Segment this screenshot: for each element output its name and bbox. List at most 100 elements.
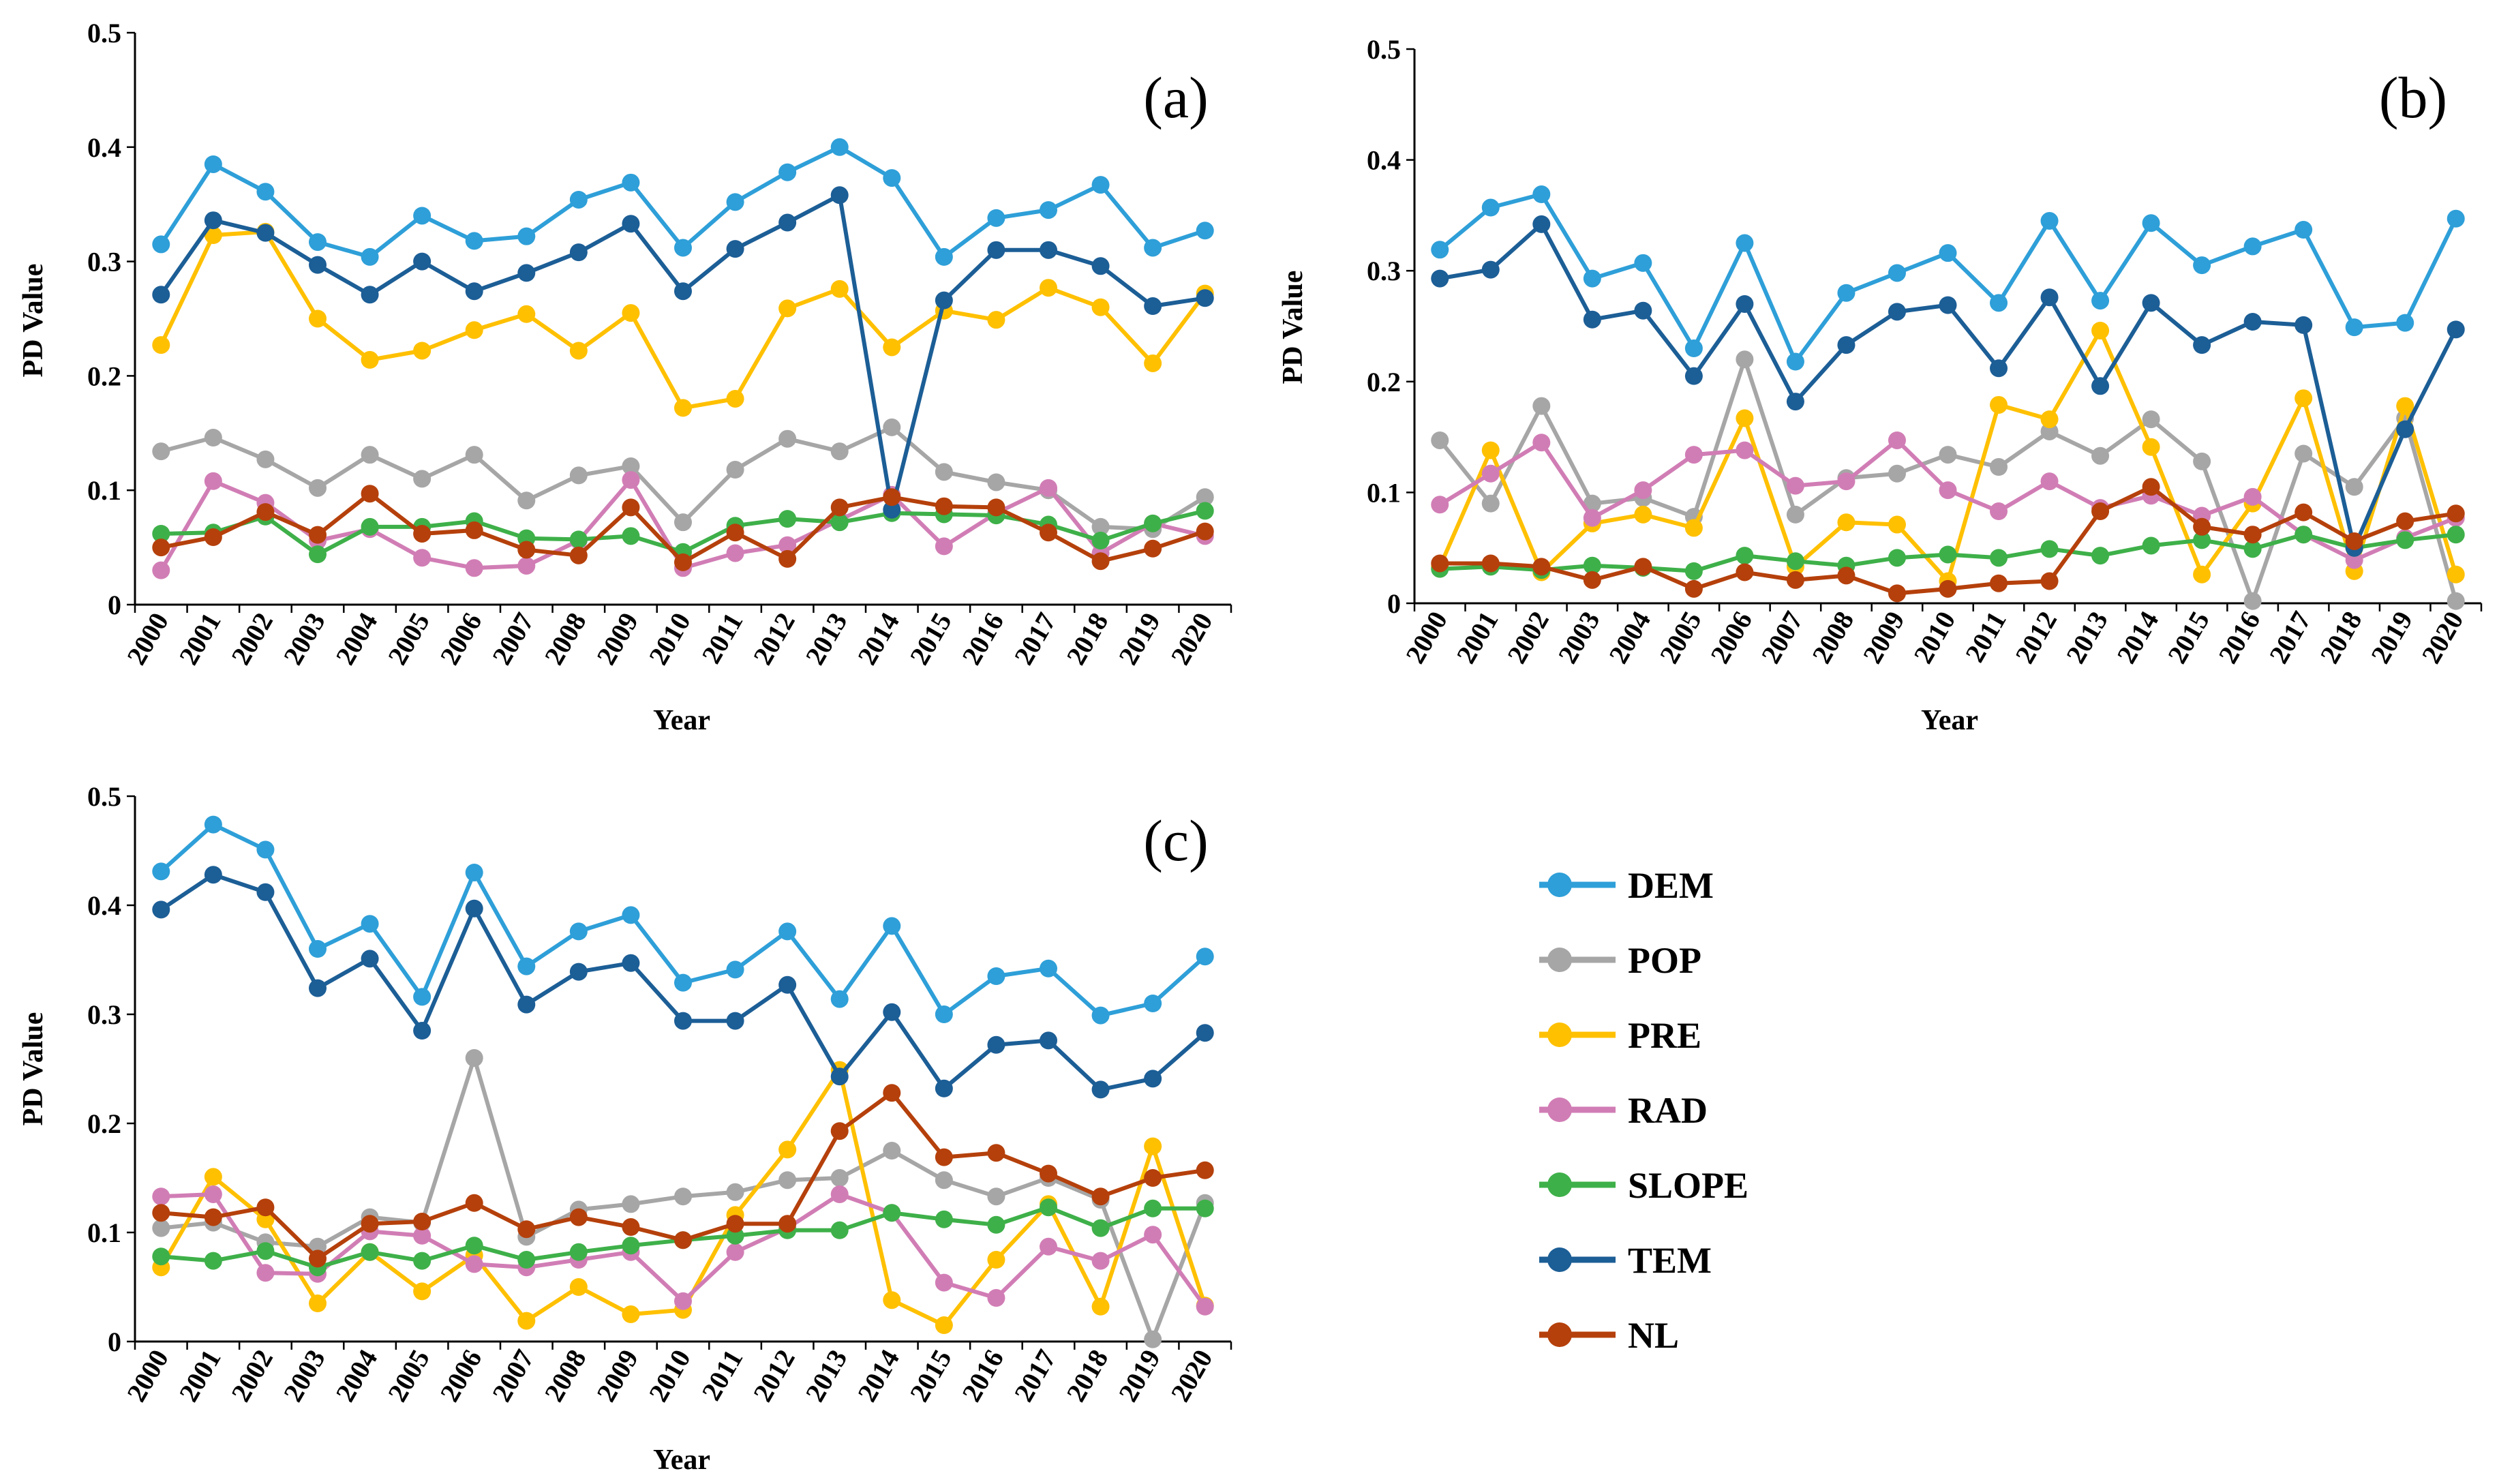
x-tick-label: 2015 <box>904 607 958 670</box>
y-tick-label: 0.5 <box>87 781 121 812</box>
data-point-rad <box>1091 1252 1110 1270</box>
data-point-dem <box>2345 318 2363 337</box>
data-point-nl <box>987 498 1005 517</box>
data-point-tem <box>1040 1031 1057 1050</box>
data-point-dem <box>830 990 849 1008</box>
legend-label-slope: SLOPE <box>1628 1165 1748 1206</box>
data-point-tem <box>726 240 744 258</box>
data-point-tem <box>413 1022 431 1040</box>
data-point-dem <box>1091 1006 1110 1025</box>
data-point-rad <box>152 561 170 579</box>
data-point-rad <box>517 556 536 575</box>
data-point-pop <box>1990 458 2008 476</box>
data-point-tem <box>1583 310 1601 329</box>
data-point-nl <box>726 524 744 542</box>
data-point-pre <box>2294 389 2313 408</box>
x-tick-label: 2018 <box>1060 1344 1114 1407</box>
panel-a-chart: 0 0.1 0.2 0.3 0.4 0.5 200020012002200320042005… <box>18 18 1232 736</box>
data-point-pre <box>883 1291 901 1309</box>
data-point-dem <box>1939 244 1957 262</box>
x-tick-label: 2019 <box>1112 607 1166 670</box>
data-point-dem <box>935 1005 953 1023</box>
data-point-rad <box>2243 487 2262 506</box>
data-point-slope <box>1583 556 1601 575</box>
data-point-slope <box>1091 1219 1110 1237</box>
data-point-pre <box>309 309 327 328</box>
y-tick-label: 0.1 <box>87 475 121 506</box>
x-tick-label: 2007 <box>1755 606 1809 669</box>
data-point-tem <box>1736 294 1754 313</box>
data-point-pop <box>883 418 901 436</box>
data-point-rad <box>830 1185 849 1203</box>
data-point-rad <box>778 536 797 554</box>
data-point-pop <box>1888 464 1906 483</box>
data-point-slope <box>987 1215 1005 1234</box>
data-point-rad <box>413 549 431 567</box>
data-point-dem <box>361 247 379 266</box>
data-point-slope <box>2142 536 2160 555</box>
x-tick-label: 2006 <box>434 607 488 670</box>
data-point-slope <box>361 517 379 536</box>
data-point-dem <box>778 922 797 941</box>
x-tick-label: 2014 <box>851 1344 905 1407</box>
y-tick-label: 0 <box>108 590 121 620</box>
data-point-tem <box>830 186 849 205</box>
data-point-dem <box>2294 221 2313 239</box>
x-tick-label: 2011 <box>695 607 748 669</box>
data-point-rad <box>2345 551 2363 569</box>
data-point-nl <box>2447 504 2465 523</box>
data-point-rad <box>1684 446 1703 464</box>
data-point-slope <box>569 1243 588 1261</box>
data-point-tem <box>622 954 640 972</box>
y-tick-label: 0.4 <box>87 890 121 921</box>
x-tick-label: 2006 <box>1704 606 1758 669</box>
x-tick-label: 2013 <box>800 1344 853 1407</box>
data-point-dem <box>256 841 275 859</box>
legend-swatch-marker-pop <box>1547 948 1572 972</box>
legend-swatch-marker-pre <box>1547 1023 1572 1047</box>
data-point-rad <box>465 1255 483 1273</box>
data-point-dem <box>1888 264 1906 282</box>
data-point-pre <box>622 1305 640 1323</box>
x-tick-label: 2000 <box>121 1344 175 1407</box>
data-point-nl <box>517 1220 536 1239</box>
panel-c-chart: 0 0.1 0.2 0.3 0.4 0.5 200020012002200320042005… <box>18 781 1232 1476</box>
data-point-pop <box>465 446 483 464</box>
data-point-nl <box>1196 1161 1214 1179</box>
data-point-dem <box>1990 294 2008 312</box>
x-axis-title: Year <box>653 1444 710 1476</box>
data-point-tem <box>517 264 536 282</box>
data-point-pop <box>830 442 849 461</box>
x-tick-label: 2009 <box>590 607 644 670</box>
y-tick-label: 0 <box>108 1327 121 1357</box>
data-point-tem <box>1634 301 1652 320</box>
data-point-pop <box>1196 488 1214 506</box>
data-point-rad <box>1583 509 1601 527</box>
data-point-nl <box>413 524 431 543</box>
data-point-slope <box>152 1247 170 1266</box>
data-point-rad <box>204 472 222 490</box>
data-point-pre <box>2142 438 2160 456</box>
data-point-nl <box>1634 558 1652 576</box>
data-point-tem <box>1040 241 1057 259</box>
data-point-pop <box>1481 494 1500 513</box>
data-point-tem <box>1837 336 1856 354</box>
data-point-nl <box>726 1215 744 1233</box>
data-point-tem <box>309 979 327 997</box>
data-point-slope <box>517 1251 536 1269</box>
data-point-pre <box>1091 298 1110 316</box>
x-tick-label: 2016 <box>2212 606 2266 669</box>
data-point-nl <box>1583 571 1601 589</box>
data-point-dem <box>2142 214 2160 232</box>
data-point-pop <box>256 450 275 468</box>
panel-label: (a) <box>1143 65 1208 130</box>
data-point-pop <box>465 1049 483 1067</box>
legend-swatch-marker-slope <box>1547 1172 1572 1197</box>
data-point-slope <box>622 1237 640 1255</box>
data-point-pop <box>2294 444 2313 463</box>
data-point-slope <box>830 513 849 532</box>
y-tick-label: 0.1 <box>87 1217 121 1248</box>
data-point-nl <box>517 541 536 559</box>
data-point-tem <box>1990 359 2008 378</box>
data-point-pre <box>413 342 431 360</box>
